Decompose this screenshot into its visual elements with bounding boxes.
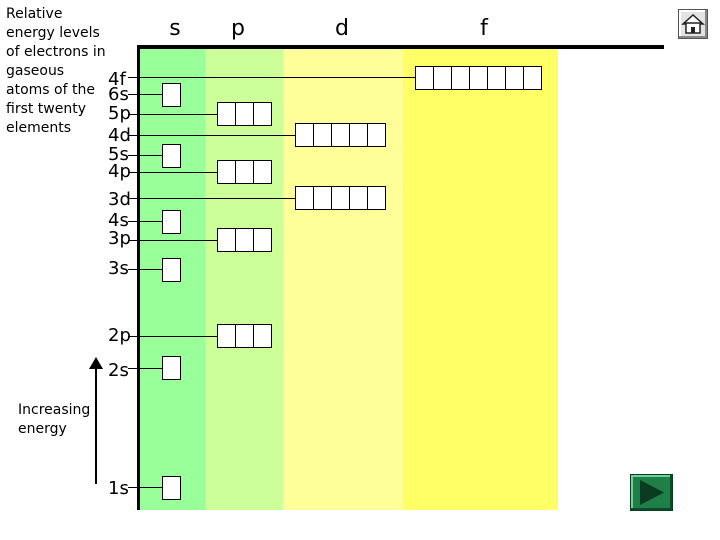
orbital-box [451,66,470,90]
level-line-5s [128,155,163,156]
band-f [403,48,558,510]
level-label-4p: 4p [108,161,131,182]
next-button[interactable] [630,474,673,511]
diagram-caption: Relative energy levels of electrons in g… [6,5,116,138]
level-label-2p: 2p [108,325,131,346]
orbital-box [313,186,332,210]
caption-line: atoms of the [6,82,95,98]
caption-line: elements [6,120,72,136]
orbital-box [235,160,254,184]
orbital-box [349,123,368,147]
level-line-3s [128,269,163,270]
orbital-box [331,123,350,147]
level-line-4d [128,135,296,136]
orbital-box [295,186,314,210]
column-header-d: d [335,16,349,41]
column-header-f: f [480,16,488,41]
level-label-3d: 3d [108,189,131,210]
energy-arrow-shaft [95,368,97,484]
orbital-box [253,228,272,252]
home-icon [681,13,705,34]
orbital-box [235,324,254,348]
orbital-box [217,160,236,184]
level-label-3p: 3p [108,228,131,249]
orbital-box [162,476,181,500]
level-line-3d [128,198,296,199]
energy-axis-label: Increasing energy [18,401,98,439]
energy-axis-label-line: Increasing [18,402,91,418]
orbital-box [217,324,236,348]
orbital-box [523,66,542,90]
energy-axis-label-line: energy [18,421,67,437]
level-label-3s: 3s [108,258,129,279]
orbital-box [313,123,332,147]
orbital-box [162,258,181,282]
orbital-box [217,228,236,252]
caption-line: energy levels [6,25,100,41]
level-label-4f: 4f [108,69,126,90]
orbital-box [162,210,181,234]
orbital-box [505,66,524,90]
orbital-box [433,66,452,90]
orbital-box [162,356,181,380]
level-line-4f [128,77,416,78]
level-label-5s: 5s [108,144,129,165]
level-line-5p [128,114,218,115]
orbital-box [331,186,350,210]
orbital-box [162,83,181,107]
orbital-box [367,123,386,147]
orbital-box [349,186,368,210]
caption-line: Relative [6,6,63,22]
orbital-box [367,186,386,210]
orbital-box [217,102,236,126]
top-axis-line [137,45,664,49]
orbital-box [295,123,314,147]
level-line-4s [128,221,163,222]
play-arrow-icon [640,480,664,505]
orbital-box [487,66,506,90]
level-label-4s: 4s [108,210,129,231]
caption-line: first twenty [6,101,87,117]
level-line-3p [128,240,218,241]
orbital-box [253,324,272,348]
level-line-6s [128,94,163,95]
level-label-1s: 1s [108,478,129,499]
orbital-box [162,144,181,168]
level-label-5p: 5p [108,103,131,124]
energy-arrow-head [89,357,103,369]
level-line-1s [128,487,163,488]
home-button[interactable] [678,9,708,39]
level-label-6s: 6s [108,84,129,105]
level-label-4d: 4d [108,125,131,146]
vertical-axis-line [137,48,140,510]
orbital-box [469,66,488,90]
level-label-2s: 2s [108,360,129,381]
column-header-s: s [169,16,181,41]
orbital-box [235,228,254,252]
level-line-4p [128,172,218,173]
caption-line: of electrons in [6,44,106,60]
orbital-box [235,102,254,126]
orbital-box [253,102,272,126]
caption-line: gaseous [6,63,65,79]
orbital-box [253,160,272,184]
orbital-box [415,66,434,90]
level-line-2p [128,336,218,337]
column-header-p: p [231,16,245,41]
level-line-2s [128,368,163,369]
band-d [283,48,403,510]
